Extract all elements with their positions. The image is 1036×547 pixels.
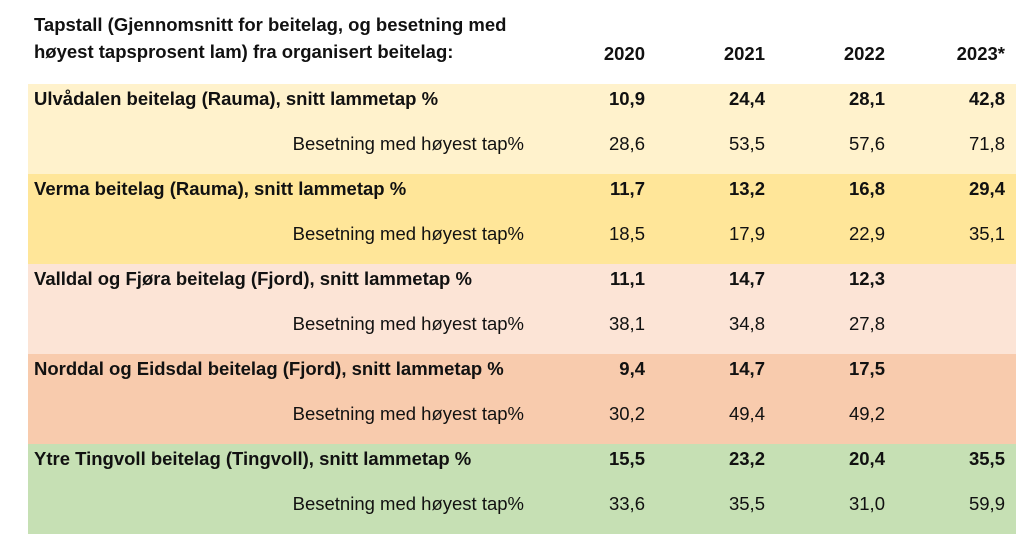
table-row-highest: Besetning med høyest tap% 33,6 35,5 31,0 59,…	[28, 489, 1016, 534]
average-value-cell	[915, 264, 1005, 309]
average-value-cell: 42,8	[968, 88, 1005, 109]
average-value-cell: 12,3	[848, 268, 885, 289]
highest-value-cell: 34,8	[728, 313, 765, 334]
highest-value-cell: 71,8	[968, 133, 1005, 154]
highest-value-cell: 38,1	[608, 313, 645, 334]
highest-value-cell	[915, 399, 1005, 444]
year-header-2023: 2023*	[956, 43, 1005, 64]
highest-value-cell: 30,2	[608, 403, 645, 424]
table-row-highest: Besetning med høyest tap% 38,1 34,8 27,8	[28, 309, 1016, 354]
beitelag-name: Ulvådalen beitelag (Rauma), snitt lammet…	[34, 88, 439, 109]
average-value-cell: 24,4	[728, 88, 765, 109]
highest-loss-label: Besetning med høyest tap%	[292, 223, 524, 244]
average-value-cell: 23,2	[728, 448, 765, 469]
highest-value-cell: 22,9	[848, 223, 885, 244]
beitelag-group: Ulvådalen beitelag (Rauma), snitt lammet…	[28, 84, 1016, 174]
average-value-cell: 29,4	[968, 178, 1005, 199]
highest-value-cell: 35,1	[968, 223, 1005, 244]
table-title: Tapstall (Gjennomsnitt for beitelag, og …	[34, 11, 554, 65]
table-header: Tapstall (Gjennomsnitt for beitelag, og …	[0, 0, 1036, 84]
table-row-average: Valldal og Fjøra beitelag (Fjord), snitt…	[28, 264, 1016, 309]
title-line-1: Tapstall (Gjennomsnitt for beitelag, og …	[34, 14, 507, 35]
average-value-cell: 11,1	[610, 268, 645, 289]
beitelag-group: Verma beitelag (Rauma), snitt lammetap %…	[28, 174, 1016, 264]
highest-value-cell	[915, 309, 1005, 354]
average-value-cell	[915, 354, 1005, 399]
highest-value-cell: 53,5	[728, 133, 765, 154]
average-value-cell: 20,4	[848, 448, 885, 469]
beitelag-name: Norddal og Eidsdal beitelag (Fjord), sni…	[34, 358, 504, 379]
highest-value-cell: 31,0	[848, 493, 885, 514]
average-value-cell: 15,5	[608, 448, 645, 469]
table-row-average: Ulvådalen beitelag (Rauma), snitt lammet…	[28, 84, 1016, 129]
year-header-2021: 2021	[723, 43, 765, 64]
average-value-cell: 14,7	[728, 268, 765, 289]
beitelag-name: Ytre Tingvoll beitelag (Tingvoll), snitt…	[34, 448, 472, 469]
year-header-2020: 2020	[603, 43, 645, 64]
highest-loss-label: Besetning med høyest tap%	[292, 133, 524, 154]
highest-value-cell: 57,6	[848, 133, 885, 154]
title-line-2: høyest tapsprosent lam) fra organisert b…	[34, 41, 454, 62]
highest-loss-label: Besetning med høyest tap%	[292, 493, 524, 514]
highest-value-cell: 27,8	[848, 313, 885, 334]
highest-value-cell: 17,9	[728, 223, 765, 244]
average-value-cell: 13,2	[728, 178, 765, 199]
average-value-cell: 10,9	[608, 88, 645, 109]
highest-value-cell: 49,4	[728, 403, 765, 424]
table-row-highest: Besetning med høyest tap% 28,6 53,5 57,6 71,…	[28, 129, 1016, 174]
highest-value-cell: 28,6	[608, 133, 645, 154]
table-row-average: Ytre Tingvoll beitelag (Tingvoll), snitt…	[28, 444, 1016, 489]
average-value-cell: 11,7	[610, 178, 645, 199]
beitelag-name: Verma beitelag (Rauma), snitt lammetap %	[34, 178, 407, 199]
beitelag-group: Norddal og Eidsdal beitelag (Fjord), sni…	[28, 354, 1016, 444]
highest-loss-label: Besetning med høyest tap%	[292, 403, 524, 424]
highest-value-cell: 35,5	[728, 493, 765, 514]
highest-value-cell: 49,2	[848, 403, 885, 424]
table-row-highest: Besetning med høyest tap% 30,2 49,4 49,2	[28, 399, 1016, 444]
table-row-highest: Besetning med høyest tap% 18,5 17,9 22,9 35,…	[28, 219, 1016, 264]
beitelag-group: Ytre Tingvoll beitelag (Tingvoll), snitt…	[28, 444, 1016, 534]
highest-value-cell: 18,5	[608, 223, 645, 244]
beitelag-group: Valldal og Fjøra beitelag (Fjord), snitt…	[28, 264, 1016, 354]
average-value-cell: 28,1	[848, 88, 885, 109]
average-value-cell: 35,5	[968, 448, 1005, 469]
beitelag-name: Valldal og Fjøra beitelag (Fjord), snitt…	[34, 268, 472, 289]
table-row-average: Norddal og Eidsdal beitelag (Fjord), sni…	[28, 354, 1016, 399]
highest-loss-label: Besetning med høyest tap%	[292, 313, 524, 334]
average-value-cell: 9,4	[619, 358, 645, 379]
table-row-average: Verma beitelag (Rauma), snitt lammetap %…	[28, 174, 1016, 219]
average-value-cell: 16,8	[848, 178, 885, 199]
highest-value-cell: 59,9	[968, 493, 1005, 514]
average-value-cell: 14,7	[728, 358, 765, 379]
highest-value-cell: 33,6	[608, 493, 645, 514]
year-header-2022: 2022	[843, 43, 885, 64]
average-value-cell: 17,5	[848, 358, 885, 379]
